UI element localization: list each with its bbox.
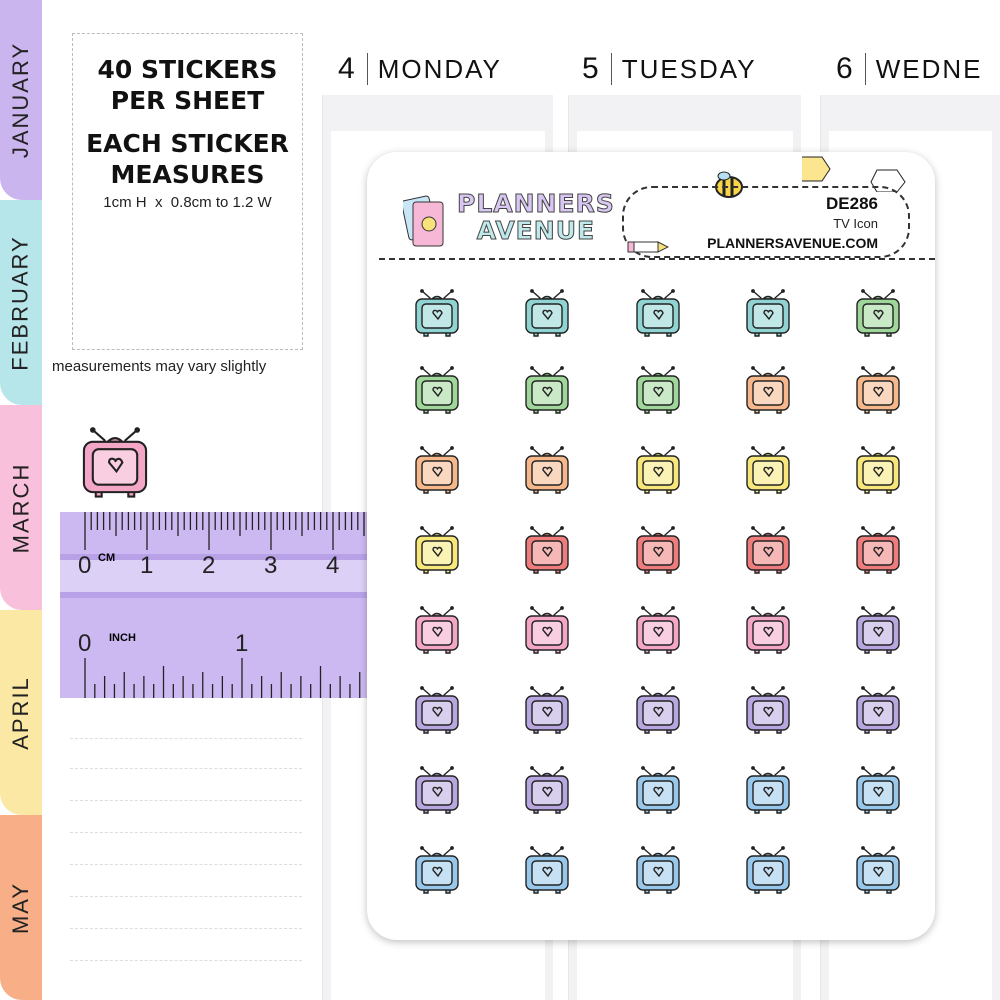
tv-sticker bbox=[856, 289, 900, 337]
tv-sticker bbox=[746, 446, 790, 494]
tv-sticker bbox=[636, 366, 680, 414]
tv-sticker bbox=[415, 606, 459, 654]
tv-sticker bbox=[636, 846, 680, 894]
tv-sticker bbox=[525, 766, 569, 814]
tab-february[interactable]: FEBRUARY bbox=[0, 200, 42, 405]
cm-label: 3 bbox=[264, 552, 278, 579]
ruler: CM INCH 0 1 2 3 4 0 1 bbox=[60, 512, 372, 698]
tv-sticker bbox=[636, 446, 680, 494]
tv-sticker bbox=[746, 606, 790, 654]
tv-sticker bbox=[746, 526, 790, 574]
tab-label: FEBRUARY bbox=[8, 234, 33, 371]
sticker-info-box: 40 STICKERS PER SHEET EACH STICKER MEASU… bbox=[72, 33, 303, 350]
inch-label: 0 bbox=[78, 630, 92, 657]
cm-label: 4 bbox=[326, 552, 340, 579]
tv-sticker bbox=[746, 366, 790, 414]
tv-sticker bbox=[415, 846, 459, 894]
day-name: TUESDAY bbox=[621, 53, 757, 84]
tv-sticker bbox=[415, 289, 459, 337]
sticker-sheet: PLANNERS AVENUE DE286 TV Icon PLANNERSAV… bbox=[367, 152, 935, 940]
inch-unit-label: INCH bbox=[109, 632, 136, 644]
tv-sticker bbox=[636, 526, 680, 574]
tv-sticker bbox=[525, 366, 569, 414]
tv-sticker bbox=[415, 446, 459, 494]
tv-sticker bbox=[746, 289, 790, 337]
tab-may[interactable]: MAY bbox=[0, 815, 42, 1000]
product-label: DE286 TV Icon PLANNERSAVENUE.COM bbox=[622, 186, 910, 258]
tv-sticker bbox=[636, 289, 680, 337]
day-header-tuesday: 5 TUESDAY bbox=[582, 52, 757, 86]
tv-sticker bbox=[636, 606, 680, 654]
tv-sticker bbox=[415, 366, 459, 414]
tv-sticker bbox=[415, 526, 459, 574]
day-number: 6 bbox=[836, 52, 855, 85]
cm-label: 1 bbox=[140, 552, 154, 579]
tv-sticker bbox=[856, 366, 900, 414]
day-header-wednesday: 6 WEDNE bbox=[836, 52, 982, 86]
writing-line bbox=[70, 738, 302, 739]
planner-book-icon bbox=[403, 195, 444, 247]
info-line: MEASURES bbox=[110, 160, 265, 189]
tv-sticker bbox=[746, 686, 790, 734]
tab-january[interactable]: JANUARY bbox=[0, 0, 42, 200]
pencil-icon bbox=[627, 241, 669, 253]
day-number: 4 bbox=[338, 52, 357, 85]
tv-sticker bbox=[856, 526, 900, 574]
tv-sticker bbox=[525, 446, 569, 494]
writing-line bbox=[70, 864, 302, 865]
cm-unit-label: CM bbox=[98, 552, 116, 564]
tab-march[interactable]: MARCH bbox=[0, 405, 42, 610]
brand-logo: PLANNERS AVENUE bbox=[457, 189, 615, 245]
info-line: 40 STICKERS bbox=[97, 55, 278, 84]
tv-sticker bbox=[415, 686, 459, 734]
tab-label: JANUARY bbox=[8, 41, 34, 159]
tv-sticker bbox=[746, 766, 790, 814]
tv-sticker bbox=[636, 686, 680, 734]
inch-label: 1 bbox=[235, 630, 249, 657]
hexagon-decoration bbox=[802, 156, 906, 192]
tv-sticker bbox=[856, 686, 900, 734]
tv-sticker bbox=[856, 846, 900, 894]
info-line: PER SHEET bbox=[110, 86, 265, 115]
example-tv-sticker bbox=[82, 427, 148, 498]
tv-sticker bbox=[525, 846, 569, 894]
brand-line: AVENUE bbox=[476, 216, 596, 245]
writing-line bbox=[70, 768, 302, 769]
tv-sticker bbox=[856, 606, 900, 654]
tv-sticker bbox=[525, 289, 569, 337]
writing-line bbox=[70, 800, 302, 801]
tv-sticker bbox=[525, 606, 569, 654]
day-name: WEDNE bbox=[875, 53, 983, 84]
writing-line bbox=[70, 928, 302, 929]
info-line: EACH STICKER bbox=[86, 129, 289, 158]
brand-line: PLANNERS bbox=[457, 189, 615, 218]
product-code: DE286 bbox=[826, 194, 878, 213]
cm-label: 2 bbox=[202, 552, 216, 579]
cut-line bbox=[379, 258, 935, 260]
size-text: 1cm H x 0.8cm to 1.2 W bbox=[103, 194, 272, 211]
tab-label: APRIL bbox=[8, 675, 33, 750]
tab-label: MARCH bbox=[8, 462, 34, 553]
tv-sticker bbox=[856, 766, 900, 814]
day-name: MONDAY bbox=[377, 53, 502, 84]
day-header-monday: 4 MONDAY bbox=[338, 52, 502, 86]
tab-april[interactable]: APRIL bbox=[0, 610, 42, 815]
tv-sticker bbox=[746, 846, 790, 894]
tv-sticker bbox=[525, 526, 569, 574]
tv-sticker bbox=[525, 686, 569, 734]
product-name: TV Icon bbox=[833, 216, 878, 231]
tv-sticker bbox=[856, 446, 900, 494]
website-url[interactable]: PLANNERSAVENUE.COM bbox=[707, 235, 878, 251]
cm-label: 0 bbox=[78, 552, 92, 579]
tab-label: MAY bbox=[8, 881, 34, 934]
day-number: 5 bbox=[582, 52, 601, 85]
measurement-note: measurements may vary slightly bbox=[52, 358, 267, 375]
tv-sticker bbox=[415, 766, 459, 814]
sticker-grid bbox=[415, 289, 900, 894]
writing-line bbox=[70, 896, 302, 897]
writing-line bbox=[70, 832, 302, 833]
writing-line bbox=[70, 960, 302, 961]
tv-sticker bbox=[636, 766, 680, 814]
